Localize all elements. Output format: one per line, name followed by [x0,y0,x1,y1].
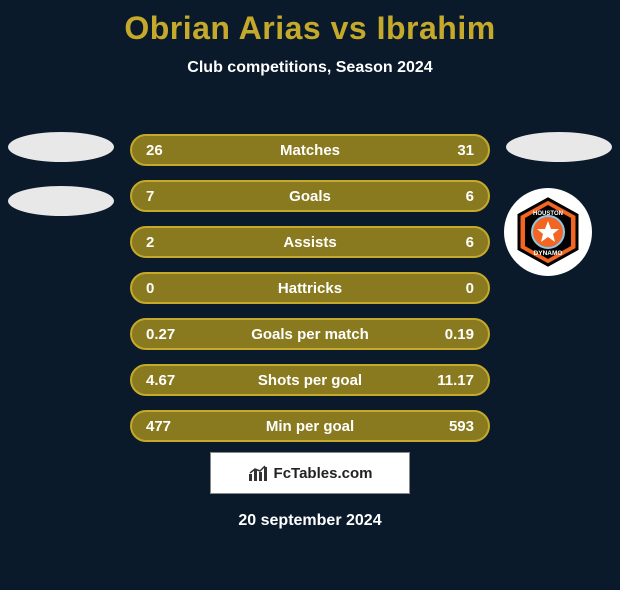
stat-label: Shots per goal [132,372,488,389]
date-text: 20 september 2024 [0,512,620,530]
page-title: Obrian Arias vs Ibrahim [0,10,620,47]
stat-row: 7 Goals 6 [130,180,490,212]
stat-label: Assists [132,234,488,251]
stat-row: 477 Min per goal 593 [130,410,490,442]
stat-label: Hattricks [132,280,488,297]
bar-chart-icon [248,464,270,482]
stat-row: 0 Hattricks 0 [130,272,490,304]
stat-label: Goals per match [132,326,488,343]
stat-label: Min per goal [132,418,488,435]
stat-label: Matches [132,142,488,159]
subtitle: Club competitions, Season 2024 [0,59,620,77]
brand-link[interactable]: FcTables.com [210,452,410,494]
brand-text: FcTables.com [274,465,373,482]
stat-label: Goals [132,188,488,205]
stat-row: 0.27 Goals per match 0.19 [130,318,490,350]
stat-row: 26 Matches 31 [130,134,490,166]
stats-table: 26 Matches 31 7 Goals 6 2 Assists 6 0 Ha… [0,134,620,456]
stat-row: 4.67 Shots per goal 11.17 [130,364,490,396]
stat-row: 2 Assists 6 [130,226,490,258]
